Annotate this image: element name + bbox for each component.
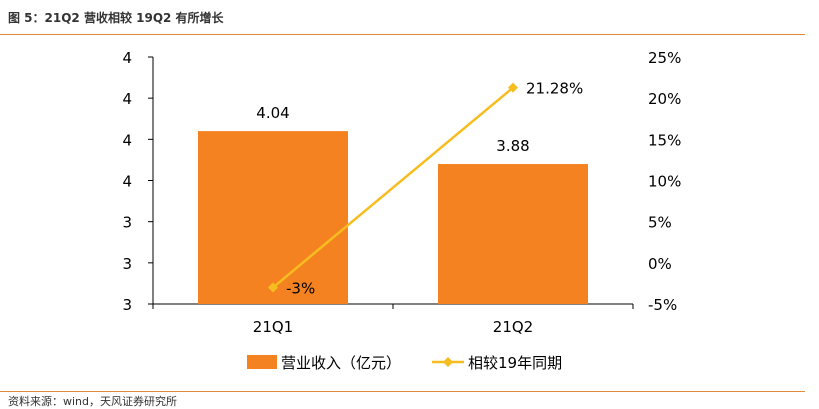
left-tick-label: 3 [122,296,132,314]
bar [198,131,348,304]
bar-series [198,131,588,304]
right-tick-label: -5% [648,296,677,314]
line-marker [508,82,518,93]
line-series [268,82,518,293]
bar-value-label: 4.04 [256,104,289,122]
x-tick-label: 21Q1 [253,318,293,336]
line-value-label: -3% [286,280,315,298]
right-tick-label: 15% [648,131,681,149]
bar-value-label: 3.88 [496,137,529,155]
left-tick-label: 4 [122,173,132,191]
right-tick-label: 20% [648,90,681,108]
source-note: 资料来源：wind，天风证券研究所 [8,395,178,408]
line-marker [268,282,278,293]
right-tick-label: 25% [648,49,681,67]
left-tick-label: 4 [122,49,132,67]
line-value-label: 21.28% [526,80,583,98]
left-tick-label: 4 [122,90,132,108]
left-tick-label: 3 [122,255,132,273]
line-path [272,86,514,289]
right-tick-label: 0% [648,255,672,273]
left-tick-label: 4 [122,131,132,149]
right-tick-label: 5% [648,214,672,232]
legend-label-bar: 营业收入（亿元） [281,354,401,372]
chart-legend: 营业收入（亿元） 相较19年同期 [247,354,562,372]
legend-marker [443,357,453,367]
source-divider [0,391,805,392]
legend-label-line: 相较19年同期 [468,354,562,372]
left-tick-label: 3 [122,214,132,232]
figure-caption: 图 5：21Q2 营收相较 19Q2 有所增长 [8,11,224,25]
right-tick-label: 10% [648,173,681,191]
bar [438,164,588,304]
legend-swatch-bar [247,355,277,369]
data-labels: 4.04 3.88 -3% 21.28% [256,80,583,298]
x-tick-label: 21Q2 [493,318,533,336]
caption-divider [0,34,805,35]
